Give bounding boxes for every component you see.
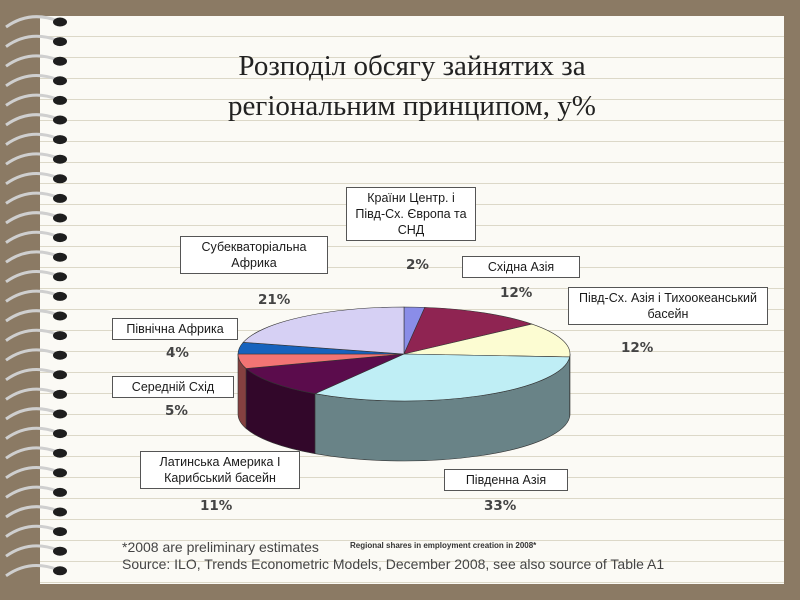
pct-label-sea-pacific: 12% bbox=[621, 340, 654, 356]
callout-south-asia: Південна Азія bbox=[444, 469, 568, 491]
title-line-1: Розподіл обсягу зайнятих за bbox=[238, 50, 586, 82]
pct-label-latam: 11% bbox=[200, 498, 233, 514]
source-note: Source: ILO, Trends Econometric Models, … bbox=[122, 556, 665, 572]
pie-slice-ssa bbox=[242, 306, 405, 355]
callout-sea-pacific: Півд-Сх. Азія і Тихоокеанський басейн bbox=[568, 287, 768, 325]
callout-cee: Країни Центр. і Півд-Сх. Європа та СНД bbox=[346, 187, 476, 241]
pct-label-south-asia: 33% bbox=[484, 498, 517, 514]
callout-latam: Латинська Америка І Карибський басейн bbox=[140, 451, 300, 489]
pie-slice-sea_pacific bbox=[403, 323, 571, 358]
callout-east-asia: Східна Азія bbox=[462, 256, 580, 278]
pie-slice-latam bbox=[245, 353, 405, 394]
footnote: *2008 are preliminary estimates bbox=[122, 539, 319, 555]
callout-middle-east: Середній Схід bbox=[112, 376, 234, 398]
callout-ssa: Субекваторіальна Африка bbox=[180, 236, 328, 274]
pie-slice-south_asia bbox=[314, 353, 571, 402]
pct-label-middle-east: 5% bbox=[165, 403, 188, 419]
title-line-2: регіональним принципом, у% bbox=[228, 90, 596, 122]
pct-label-north-africa: 4% bbox=[166, 345, 189, 361]
pct-label-ssa: 21% bbox=[258, 292, 291, 308]
pct-label-cee: 2% bbox=[406, 257, 429, 273]
slide-title: Розподіл обсягу зайнятих за регіональним… bbox=[40, 46, 784, 126]
pie-slice-east_asia bbox=[403, 307, 533, 355]
pct-label-east-asia: 12% bbox=[500, 285, 533, 301]
chart-caption: Regional shares in employment creation i… bbox=[350, 541, 537, 550]
callout-north-africa: Північна Африка bbox=[112, 318, 238, 340]
